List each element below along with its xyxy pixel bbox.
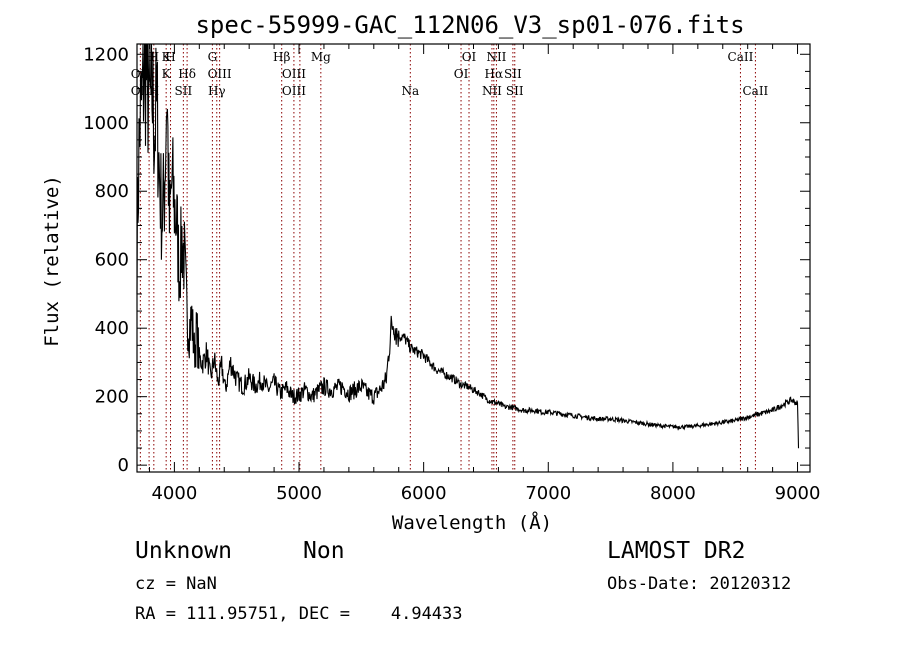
spectral-line-label: G bbox=[208, 50, 218, 64]
x-tick-label: 5000 bbox=[276, 483, 322, 504]
y-axis: 0 200 400 600 800 1000 1200 bbox=[83, 44, 810, 476]
redshift-cz: cz = NaN bbox=[135, 574, 217, 594]
spectral-line-label: CaII bbox=[728, 50, 754, 64]
spectral-line-label: CaII bbox=[742, 84, 768, 98]
x-axis-label: Wavelength (Å) bbox=[392, 511, 552, 534]
y-tick-label: 200 bbox=[95, 387, 129, 408]
chart-title: spec-55999-GAC_112N06_V3_sp01-076.fits bbox=[195, 11, 744, 39]
y-axis-label: Flux (relative) bbox=[41, 175, 63, 347]
spectral-line-markers bbox=[139, 44, 756, 472]
spectral-line-label: OI bbox=[454, 67, 469, 81]
spectral-line-label: OIII bbox=[208, 67, 232, 81]
observation-date: Obs-Date: 20120312 bbox=[607, 574, 792, 594]
spectral-line-label: H bbox=[165, 50, 175, 64]
spectral-line-label: SII bbox=[504, 67, 522, 81]
spectral-line-label: OIII bbox=[282, 84, 306, 98]
y-tick-label: 400 bbox=[95, 318, 129, 339]
y-tick-label: 600 bbox=[95, 250, 129, 271]
spectral-line-label: NII bbox=[482, 84, 502, 98]
object-subclass: Non bbox=[303, 538, 345, 564]
x-tick-label: 4000 bbox=[151, 483, 197, 504]
spectral-line-label: OI bbox=[462, 50, 477, 64]
spectral-line-label: NII bbox=[486, 50, 506, 64]
spectral-line-label: SII bbox=[175, 84, 193, 98]
x-axis: 4000 5000 6000 7000 8000 9000 bbox=[148, 44, 821, 504]
y-tick-label: 1200 bbox=[83, 44, 129, 65]
spectral-line-label: OIII bbox=[282, 67, 306, 81]
spectral-line-label: Hβ bbox=[273, 50, 290, 64]
y-tick-label: 1000 bbox=[83, 113, 129, 134]
spectral-line-label: Na bbox=[401, 84, 419, 98]
spectral-line-label: SII bbox=[506, 84, 524, 98]
spectral-line-label: Mg bbox=[311, 50, 331, 64]
y-tick-label: 0 bbox=[118, 455, 129, 476]
x-tick-label: 9000 bbox=[775, 483, 821, 504]
object-class: Unknown bbox=[135, 538, 232, 564]
spectrum-line bbox=[136, 43, 800, 449]
spectral-line-label: Hγ bbox=[208, 84, 226, 98]
spectral-line-label: H bbox=[149, 50, 159, 64]
spectral-line-label: Hδ bbox=[178, 67, 196, 81]
spectral-line-label: H bbox=[149, 84, 159, 98]
y-tick-label: 800 bbox=[95, 181, 129, 202]
plot-frame bbox=[136, 43, 811, 473]
x-tick-label: 7000 bbox=[525, 483, 571, 504]
spectral-line-label: K bbox=[162, 67, 172, 81]
x-tick-label: 8000 bbox=[650, 483, 696, 504]
spectral-line-label: Hα bbox=[485, 67, 504, 81]
spectral-line-label: K bbox=[162, 50, 172, 64]
coordinates: RA = 111.95751, DEC = 4.94433 bbox=[135, 604, 463, 624]
x-tick-label: 6000 bbox=[401, 483, 447, 504]
survey-name: LAMOST DR2 bbox=[607, 538, 746, 564]
